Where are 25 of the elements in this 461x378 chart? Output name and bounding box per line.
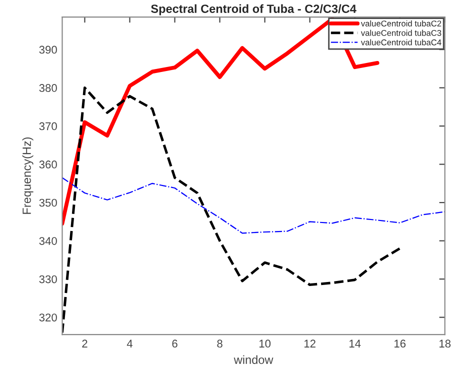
chart-title: Spectral Centroid of Tuba - C2/C3/C4 xyxy=(151,4,356,16)
y-tick-label: 330 xyxy=(39,275,57,284)
x-tick-label: 8 xyxy=(217,340,222,348)
legend-label: valueCentroid tubaC2 xyxy=(360,20,442,26)
line-series xyxy=(62,86,402,334)
x-tick-label: 12 xyxy=(304,340,316,348)
y-axis-title: Frequency(Hz) xyxy=(22,137,34,214)
y-tick-label: 340 xyxy=(39,237,57,245)
x-tick-label: 10 xyxy=(259,340,271,348)
y-tick-label: 320 xyxy=(39,314,57,322)
legend-label: valueCentroid tubaC4 xyxy=(360,39,442,46)
y-tick-label: 360 xyxy=(39,160,57,168)
y-tick-label: 390 xyxy=(39,46,57,54)
x-tick-label: 18 xyxy=(440,340,451,348)
x-axis-title: window xyxy=(234,355,274,364)
x-tick-label: 16 xyxy=(394,340,406,348)
x-tick-label: 6 xyxy=(172,340,178,348)
x-tick-label: 2 xyxy=(82,340,88,348)
y-tick-label: 350 xyxy=(39,198,57,207)
x-tick-label: 14 xyxy=(350,340,361,348)
x-tick-label: 4 xyxy=(126,340,133,348)
y-tick-label: 370 xyxy=(39,122,57,130)
line-series xyxy=(62,177,445,234)
legend-label: valueCentroid tubaC3 xyxy=(360,30,442,36)
y-tick-label: 380 xyxy=(39,84,57,92)
